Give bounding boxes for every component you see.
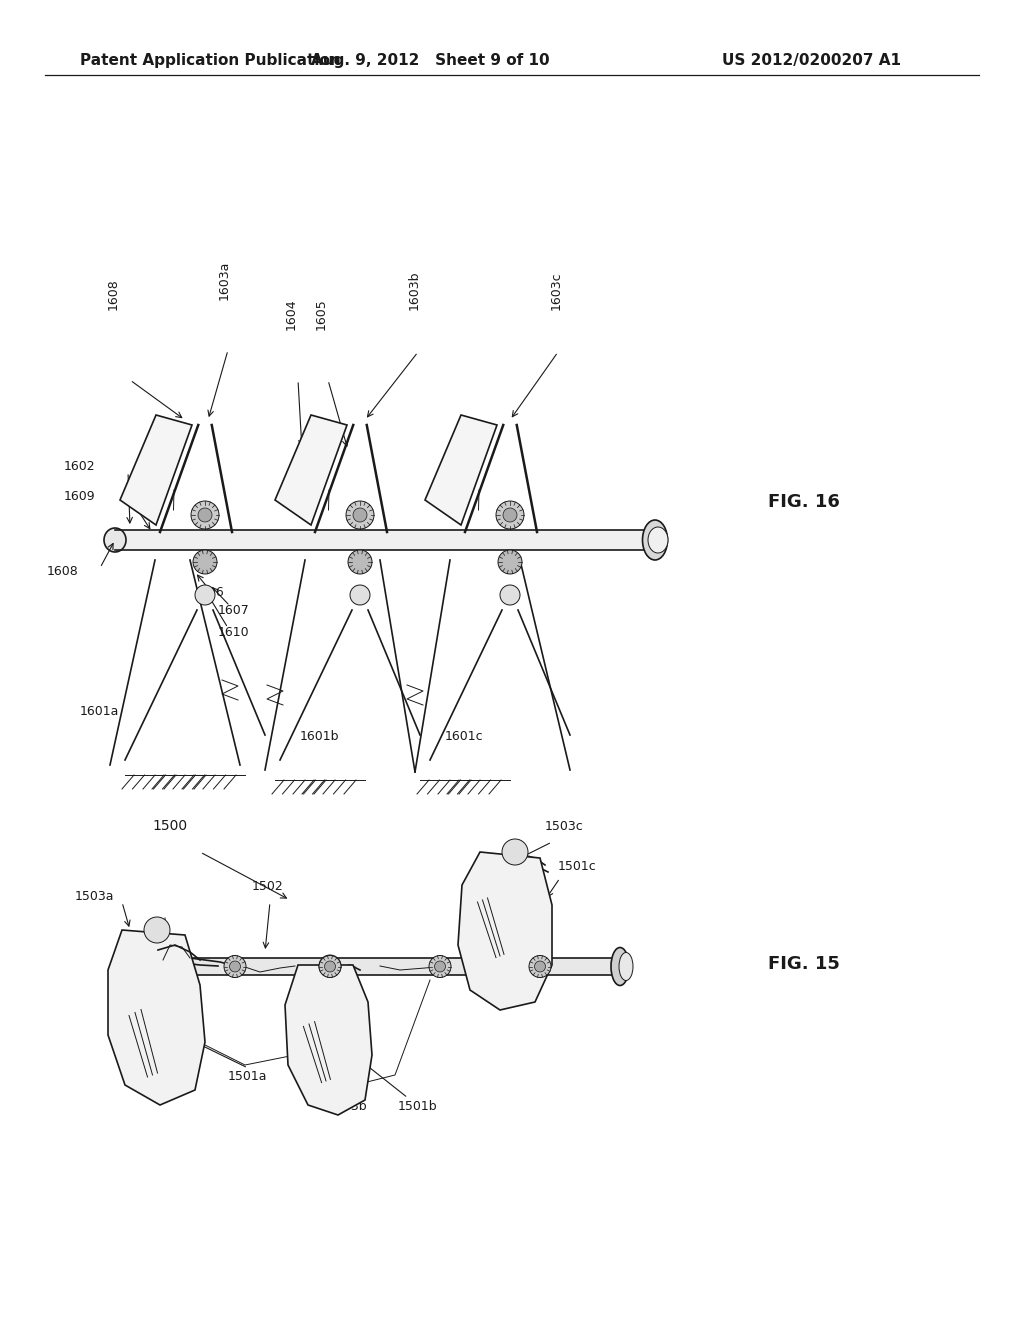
Circle shape (224, 956, 246, 978)
Polygon shape (275, 414, 347, 525)
Text: 1608: 1608 (46, 565, 78, 578)
Circle shape (319, 956, 341, 978)
Text: 1602: 1602 (63, 459, 95, 473)
Text: 1604: 1604 (285, 298, 298, 330)
Text: 1607: 1607 (218, 605, 250, 616)
Ellipse shape (165, 954, 185, 978)
Text: 1608: 1608 (106, 279, 120, 310)
Circle shape (498, 550, 522, 574)
Text: 1601c: 1601c (445, 730, 483, 743)
Polygon shape (458, 851, 552, 1010)
Circle shape (350, 585, 370, 605)
Text: 1503a: 1503a (75, 890, 115, 903)
Text: 1601a: 1601a (80, 705, 120, 718)
Circle shape (529, 956, 551, 978)
Text: 1610: 1610 (218, 626, 250, 639)
Polygon shape (120, 414, 193, 525)
Circle shape (502, 840, 528, 865)
Circle shape (434, 961, 445, 972)
Text: 1503b: 1503b (328, 1100, 368, 1113)
Text: 1500: 1500 (152, 818, 187, 833)
Circle shape (198, 508, 212, 521)
Circle shape (500, 585, 520, 605)
Circle shape (535, 961, 546, 972)
Circle shape (193, 550, 217, 574)
Text: 1503c: 1503c (545, 820, 584, 833)
Circle shape (325, 961, 336, 972)
Text: 1601b: 1601b (300, 730, 340, 743)
Circle shape (195, 585, 215, 605)
Ellipse shape (104, 528, 126, 552)
Circle shape (503, 508, 517, 521)
Text: 1609: 1609 (63, 490, 95, 503)
Text: 606: 606 (200, 586, 224, 599)
Ellipse shape (618, 953, 633, 981)
Text: 1603c: 1603c (550, 272, 563, 310)
Circle shape (144, 917, 170, 942)
Circle shape (319, 954, 341, 977)
Polygon shape (108, 931, 205, 1105)
Polygon shape (425, 414, 497, 525)
Text: 1502: 1502 (252, 880, 284, 894)
Text: US 2012/0200207 A1: US 2012/0200207 A1 (722, 53, 901, 69)
Text: 1605: 1605 (315, 298, 328, 330)
Circle shape (496, 502, 524, 529)
Text: FIG. 15: FIG. 15 (768, 954, 840, 973)
Circle shape (346, 502, 374, 529)
Text: FIG. 16: FIG. 16 (768, 492, 840, 511)
Text: 1501c: 1501c (558, 861, 597, 873)
Circle shape (429, 956, 451, 978)
Circle shape (353, 508, 367, 521)
Polygon shape (285, 965, 372, 1115)
Text: 1501b: 1501b (398, 1100, 437, 1113)
Circle shape (229, 961, 241, 972)
Ellipse shape (642, 520, 668, 560)
FancyBboxPatch shape (115, 531, 655, 550)
Circle shape (348, 550, 372, 574)
Text: 1603a: 1603a (218, 260, 231, 300)
Circle shape (191, 502, 219, 529)
Text: 1501a: 1501a (228, 1071, 267, 1082)
Text: Aug. 9, 2012   Sheet 9 of 10: Aug. 9, 2012 Sheet 9 of 10 (310, 53, 550, 69)
Text: 1603b: 1603b (408, 271, 421, 310)
Text: Patent Application Publication: Patent Application Publication (80, 53, 341, 69)
Ellipse shape (648, 527, 668, 553)
Ellipse shape (611, 948, 629, 986)
FancyBboxPatch shape (175, 958, 618, 975)
